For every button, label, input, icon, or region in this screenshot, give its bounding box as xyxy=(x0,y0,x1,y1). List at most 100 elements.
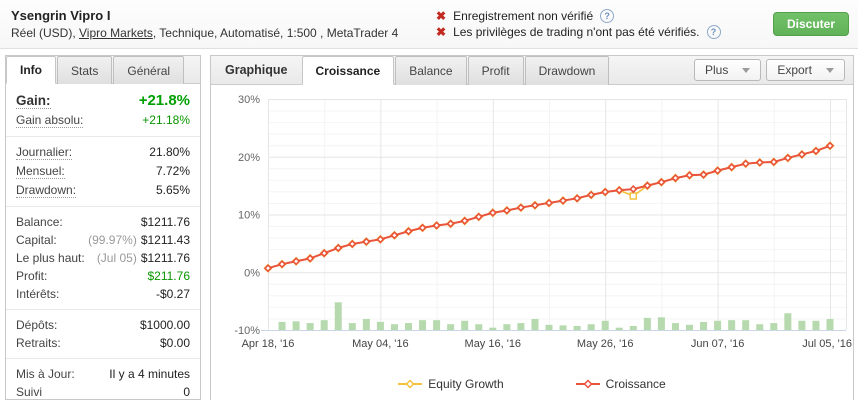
stat-row: Capital: (99.97%) $1211.43 xyxy=(16,231,190,249)
stat-value: (Jul 05) $1211.76 xyxy=(96,251,190,265)
stat-label: Dépôts: xyxy=(16,318,58,332)
broker-link[interactable]: Vipro Markets xyxy=(79,26,153,40)
stat-row: Mis à Jour: Il y a 4 minutes xyxy=(16,365,190,383)
tab-croissance[interactable]: Croissance xyxy=(301,56,395,85)
chart-toolbar: Graphique Croissance Balance Profit Draw… xyxy=(211,56,853,85)
top-header: Ysengrin Vipro I Réel (USD), Vipro Marke… xyxy=(0,0,858,49)
legend-item[interactable]: Equity Growth xyxy=(398,376,504,391)
stat-label: Balance: xyxy=(16,215,63,229)
stat-value: (99.97%) $1211.43 xyxy=(88,233,190,247)
stat-row: Retraits: $0.00 xyxy=(16,334,190,352)
stat-group: Gain: +21.8% Gain absolu: +21.18% xyxy=(6,84,200,137)
stats-sidebar: Info Stats Général Gain: +21.8% Gain absol… xyxy=(5,55,201,400)
discuss-button[interactable]: Discuter xyxy=(772,12,849,36)
stat-label: Intérêts: xyxy=(16,287,60,301)
tab-profit[interactable]: Profit xyxy=(467,56,524,85)
stat-value: $1211.76 xyxy=(140,215,190,229)
account-subtitle: Réel (USD), Vipro Markets, Technique, Au… xyxy=(11,26,436,40)
stat-value: +21.8% xyxy=(138,92,190,109)
help-icon[interactable]: ? xyxy=(600,9,615,23)
stat-label: Retraits: xyxy=(16,336,61,350)
stat-label: Suivi xyxy=(16,385,43,399)
svg-text:20%: 20% xyxy=(238,152,260,164)
stat-row: Journalier: 21.80% xyxy=(16,143,190,162)
sidebar-tabbar: Info Stats Général xyxy=(6,56,200,84)
svg-text:30%: 30% xyxy=(238,94,260,106)
stat-group: Dépôts: $1000.00 Retraits: $0.00 xyxy=(6,310,200,359)
account-title-block: Ysengrin Vipro I Réel (USD), Vipro Marke… xyxy=(0,8,436,40)
warning-text: Les privilèges de trading n'ont pas été … xyxy=(453,25,700,39)
stat-label: Mis à Jour: xyxy=(16,367,75,381)
legend-marker-icon xyxy=(575,378,600,389)
red-cross-icon: ✖ xyxy=(436,25,447,39)
caret-down-icon xyxy=(826,67,834,73)
tab-info[interactable]: Info xyxy=(6,56,56,84)
svg-text:Jul 05, '16: Jul 05, '16 xyxy=(802,338,852,350)
stat-value-prefix: (99.97%) xyxy=(88,233,137,247)
stat-value: 21.80% xyxy=(149,145,190,159)
svg-text:May 04, '16: May 04, '16 xyxy=(352,338,409,350)
stat-group: Balance: $1211.76 Capital: (99.97%) $1211.43… xyxy=(6,207,200,310)
stat-label: Journalier: xyxy=(16,145,73,160)
stat-row: Suivi 0 xyxy=(16,383,190,401)
stat-row: Dépôts: $1000.00 xyxy=(16,316,190,334)
svg-text:10%: 10% xyxy=(238,210,260,222)
red-cross-icon: ✖ xyxy=(436,9,447,23)
caret-down-icon xyxy=(742,67,751,73)
stat-row: Intérêts: -$0.27 xyxy=(16,285,190,303)
stat-row: Gain: +21.8% xyxy=(16,90,190,111)
svg-text:Apr 18, '16: Apr 18, '16 xyxy=(242,338,295,350)
help-icon[interactable]: ? xyxy=(706,25,721,39)
stat-value: Il y a 4 minutes xyxy=(109,367,190,381)
stat-group: Mis à Jour: Il y a 4 minutes Suivi 0 xyxy=(6,359,200,407)
stat-label: Drawdown: xyxy=(16,183,77,198)
stat-label: Le plus haut: xyxy=(16,251,85,265)
account-title: Ysengrin Vipro I xyxy=(11,8,111,23)
warning-row: ✖ Enregistrement non vérifié ? xyxy=(436,9,773,23)
tab-balance[interactable]: Balance xyxy=(395,56,467,85)
stat-value: $211.76 xyxy=(147,269,191,283)
stat-label: Capital: xyxy=(16,233,57,247)
chart-actions: Plus Export xyxy=(689,56,853,84)
stats-list: Gain: +21.8% Gain absolu: +21.18% Journalier… xyxy=(6,84,200,407)
warning-row: ✖ Les privilèges de trading n'ont pas ét… xyxy=(436,25,773,39)
export-dropdown[interactable]: Export xyxy=(766,59,845,81)
svg-text:-10%: -10% xyxy=(234,325,260,337)
growth-chart-svg: -10% 0% 10% 20% 30% Apr 18, '16 May 04, '16 May… xyxy=(234,94,852,350)
svg-text:May 26, '16: May 26, '16 xyxy=(577,338,634,350)
account-meta-text: , Technique, Automatisé, 1:500 , MetaTra… xyxy=(152,26,399,40)
legend-label: Croissance xyxy=(605,376,666,391)
svg-text:May 16, '16: May 16, '16 xyxy=(465,338,522,350)
verification-warnings: ✖ Enregistrement non vérifié ? ✖ Les pri… xyxy=(436,7,773,41)
stat-group: Journalier: 21.80% Mensuel: 7.72% Drawdown: 5… xyxy=(6,137,200,207)
legend-item[interactable]: Croissance xyxy=(575,376,666,391)
plus-dropdown[interactable]: Plus xyxy=(693,59,762,81)
growth-chart: -10% 0% 10% 20% 30% Apr 18, '16 May 04, '16 May… xyxy=(211,85,853,400)
warning-text: Enregistrement non vérifié xyxy=(453,9,594,23)
svg-text:0%: 0% xyxy=(244,267,260,279)
stat-row: Mensuel: 7.72% xyxy=(16,162,190,181)
svg-text:Jun 07, '16: Jun 07, '16 xyxy=(691,338,744,350)
stat-row: Balance: $1211.76 xyxy=(16,213,190,231)
tab-drawdown[interactable]: Drawdown xyxy=(524,56,610,85)
stat-row: Gain absolu: +21.18% xyxy=(16,111,190,130)
chart-panel: Graphique Croissance Balance Profit Draw… xyxy=(210,55,854,400)
stat-label: Gain: xyxy=(16,93,51,109)
stat-row: Profit: $211.76 xyxy=(16,267,190,285)
tab-stats[interactable]: Stats xyxy=(57,56,113,84)
tab-general[interactable]: Général xyxy=(113,56,185,84)
stat-label: Profit: xyxy=(16,269,48,283)
chart-legend: Equity Growth Croissance xyxy=(211,367,853,400)
stat-value: 7.72% xyxy=(155,164,190,178)
stat-row: Drawdown: 5.65% xyxy=(16,181,190,200)
stat-value: +21.18% xyxy=(142,113,190,127)
legend-label: Equity Growth xyxy=(428,376,504,391)
stat-label: Mensuel: xyxy=(16,164,65,179)
stat-label: Gain absolu: xyxy=(16,113,84,128)
stat-value: 0 xyxy=(183,385,190,399)
stat-value: $1000.00 xyxy=(139,318,190,332)
stat-value: 5.65% xyxy=(155,183,190,197)
chart-section-label: Graphique xyxy=(225,63,288,77)
stat-row: Le plus haut: (Jul 05) $1211.76 xyxy=(16,249,190,267)
